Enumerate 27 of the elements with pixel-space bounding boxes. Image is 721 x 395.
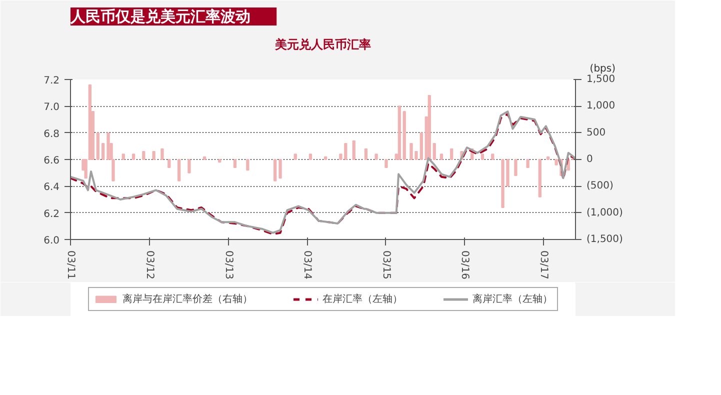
y2-tick-label: 1,500 [586,74,616,85]
chart-subtitle: 美元兑人民币汇率 [274,38,371,52]
x-tick-label: 03/14 [302,250,313,280]
y-tick-label: 7.2 [44,76,60,86]
y2-tick-label: (1,000) [586,207,624,218]
x-tick-label: 03/16 [459,250,470,280]
y2-tick-label: (500) [586,180,614,192]
y-tick-label: 6.2 [44,208,60,220]
y2-tick-label: 500 [586,127,606,138]
chart-title: 人民币仅是兑美元汇率波动 [70,8,250,26]
x-tick-label: 03/12 [144,250,155,280]
y-tick-label: 6.4 [44,182,60,194]
y2-tick-label: (1,500) [586,234,624,245]
x-tick-label: 03/11 [65,250,76,280]
y2-axis-title: (bps) [590,64,616,74]
y-tick-label: 6.0 [44,236,60,246]
x-tick-label: 03/15 [380,250,392,280]
y-tick-label: 6.6 [44,156,60,166]
y2-tick-label: 1,000 [586,100,616,112]
x-tick-label: 03/13 [222,250,234,280]
x-tick-label: 03/17 [538,250,550,280]
legend-label: 离岸汇率（左轴） [472,292,552,306]
legend-label: 离岸与在岸汇率价差（右轴） [122,292,252,306]
y-tick-label: 7.0 [44,102,60,114]
y2-tick-label: 0 [586,154,593,165]
y-tick-label: 6.8 [44,128,60,140]
legend-label: 在岸汇率（左轴） [322,292,402,306]
